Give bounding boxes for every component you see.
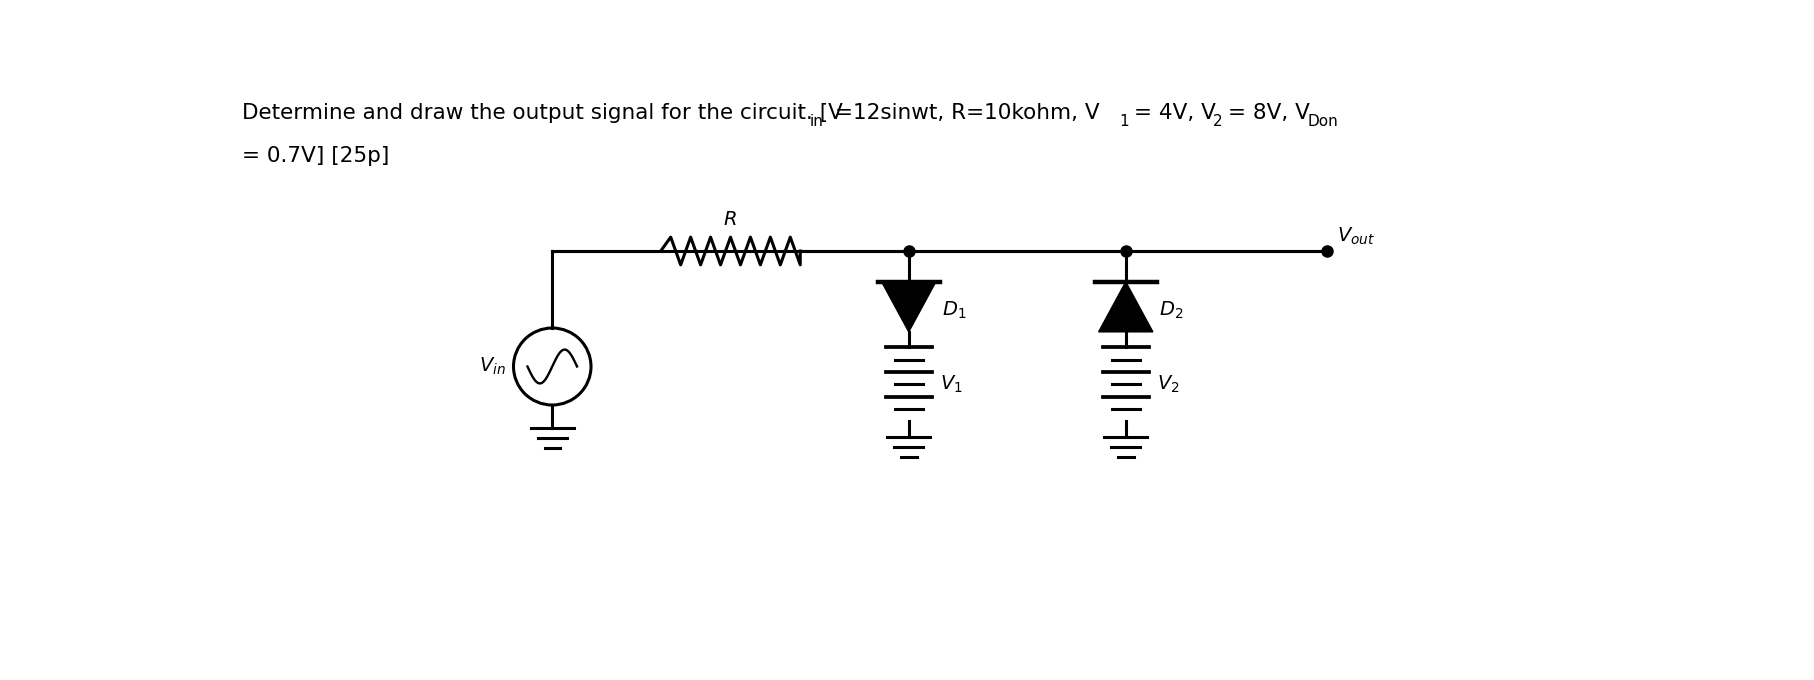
Text: = 8V, V: = 8V, V bbox=[1228, 103, 1310, 123]
Text: $V_2$: $V_2$ bbox=[1157, 373, 1179, 395]
Polygon shape bbox=[882, 282, 936, 332]
Polygon shape bbox=[1099, 282, 1154, 332]
Text: Don: Don bbox=[1308, 114, 1339, 129]
Text: 1: 1 bbox=[1119, 114, 1128, 129]
Text: 2: 2 bbox=[1214, 114, 1223, 129]
Text: in: in bbox=[809, 114, 824, 129]
Text: R: R bbox=[724, 210, 736, 229]
Text: $D_1$: $D_1$ bbox=[941, 300, 967, 322]
Text: $V_{in}$: $V_{in}$ bbox=[479, 356, 506, 377]
Text: = 0.7V] [25p]: = 0.7V] [25p] bbox=[243, 146, 390, 165]
Text: $V_1$: $V_1$ bbox=[940, 373, 963, 395]
Text: = 4V, V: = 4V, V bbox=[1134, 103, 1215, 123]
Text: =12sinwt, R=10kohm, V: =12sinwt, R=10kohm, V bbox=[834, 103, 1099, 123]
Text: $V_{out}$: $V_{out}$ bbox=[1337, 226, 1375, 247]
Text: Determine and draw the output signal for the circuit. [V: Determine and draw the output signal for… bbox=[243, 103, 844, 123]
Text: $D_2$: $D_2$ bbox=[1159, 300, 1183, 322]
